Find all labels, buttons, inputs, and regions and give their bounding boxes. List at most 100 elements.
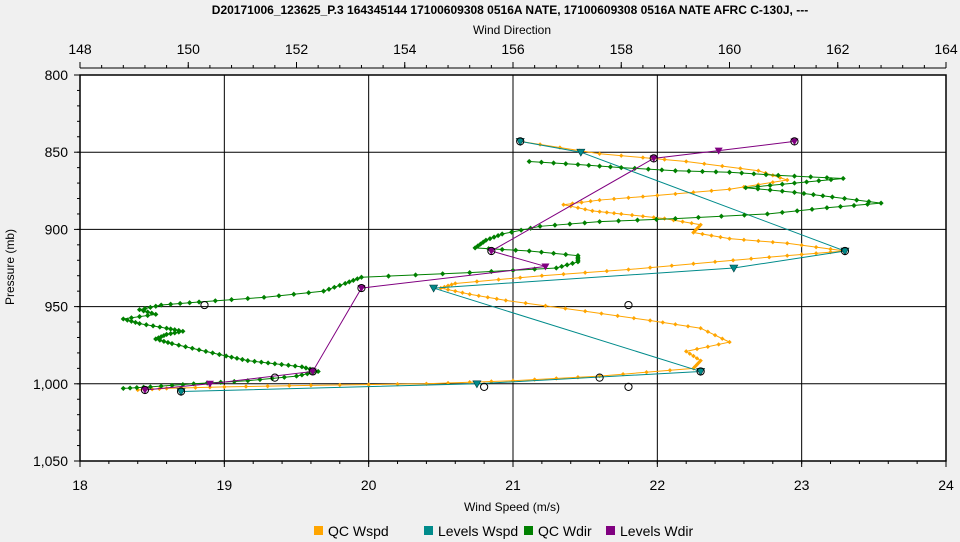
series-point	[597, 219, 603, 225]
legend-label[interactable]: QC Wdir	[538, 523, 592, 539]
series-point	[145, 312, 151, 319]
series-point	[699, 168, 706, 175]
series-point	[763, 171, 769, 178]
series-point	[611, 196, 617, 202]
series-point	[326, 286, 332, 292]
series-point	[820, 193, 826, 199]
series-point	[575, 205, 581, 210]
series-point	[176, 342, 182, 348]
legend-label[interactable]: Levels Wdir	[620, 523, 693, 539]
series-point	[157, 337, 163, 343]
series-point	[647, 318, 653, 323]
series-point	[604, 268, 610, 274]
series-point	[251, 358, 258, 365]
series-point	[751, 171, 757, 177]
series-point	[331, 284, 337, 290]
series-point	[644, 370, 649, 375]
series-point	[640, 214, 646, 219]
y-axis-tick-label: 900	[45, 221, 69, 237]
series-point	[155, 335, 162, 341]
level-circle-point	[140, 385, 150, 395]
series-point	[308, 368, 317, 376]
series-point	[645, 166, 651, 172]
series-point	[472, 380, 482, 389]
series-point	[467, 380, 472, 385]
series-point	[285, 362, 291, 368]
series-point	[709, 233, 714, 238]
series-point	[691, 353, 696, 359]
series-point	[291, 291, 297, 297]
series-point	[791, 180, 798, 186]
bottom-axis-tick-label: 20	[361, 477, 377, 493]
series-point	[785, 253, 790, 258]
series-point	[487, 236, 493, 242]
bottom-axis-title: Wind Speed (m/s)	[464, 500, 560, 514]
series-point	[272, 361, 278, 367]
series-point	[265, 383, 270, 389]
series-point	[569, 260, 576, 266]
series-point	[127, 385, 133, 391]
series-point	[564, 262, 570, 268]
series-point	[136, 314, 143, 320]
series-point	[691, 261, 696, 266]
series-point	[128, 318, 135, 324]
series-point	[518, 227, 524, 233]
y-axis-tick-label: 850	[45, 144, 69, 160]
series-point	[142, 305, 148, 312]
series-point	[136, 320, 143, 327]
series-point	[358, 274, 365, 280]
series-point	[866, 199, 872, 205]
series-point	[766, 254, 772, 260]
series-point	[790, 138, 799, 146]
series-point	[680, 219, 685, 224]
legend-label[interactable]: QC Wspd	[328, 523, 389, 539]
series-point	[140, 308, 147, 314]
bottom-axis-tick-label: 22	[650, 477, 666, 493]
series-point	[813, 251, 819, 256]
series-point	[755, 186, 761, 192]
series-point	[756, 238, 761, 244]
series-point	[257, 376, 263, 383]
series-point	[730, 258, 736, 263]
legend-label[interactable]: Levels Wspd	[438, 523, 518, 539]
series-point	[164, 325, 170, 331]
series-point	[672, 215, 678, 222]
series-point	[785, 241, 790, 246]
legend[interactable]: QC Wspd Levels Wspd QC Wdir Levels Wdir	[314, 523, 693, 539]
series-point	[299, 364, 305, 370]
series-point	[189, 345, 195, 351]
bottom-axis-tick-label: 18	[72, 477, 88, 493]
series-point	[840, 175, 846, 182]
series-point	[453, 281, 458, 286]
series-point	[669, 263, 674, 268]
series-layer	[120, 137, 884, 397]
series-point	[176, 388, 186, 397]
series-point	[196, 347, 202, 353]
series-point	[299, 372, 305, 378]
level-circle-point	[624, 300, 633, 310]
series-point	[543, 303, 548, 309]
series-point	[767, 182, 773, 188]
level-circle-point	[176, 387, 186, 396]
series-point	[698, 222, 703, 227]
series-point	[559, 263, 565, 270]
series-point	[691, 230, 696, 235]
series-point	[726, 169, 733, 175]
series-point	[575, 259, 581, 265]
series-point	[554, 376, 559, 381]
series-point	[315, 368, 321, 375]
series-point	[261, 294, 267, 300]
series-point	[180, 328, 186, 334]
legend-swatch	[424, 526, 433, 535]
series-point	[136, 307, 143, 313]
series-point	[563, 251, 569, 258]
series-point	[599, 311, 604, 316]
series-point	[739, 170, 745, 176]
series-point	[453, 288, 458, 294]
series-point	[480, 239, 486, 245]
series-point	[691, 190, 696, 195]
series-point	[303, 365, 309, 371]
series-point	[234, 355, 240, 361]
series-point	[460, 290, 465, 295]
level-circle-point	[357, 283, 366, 293]
